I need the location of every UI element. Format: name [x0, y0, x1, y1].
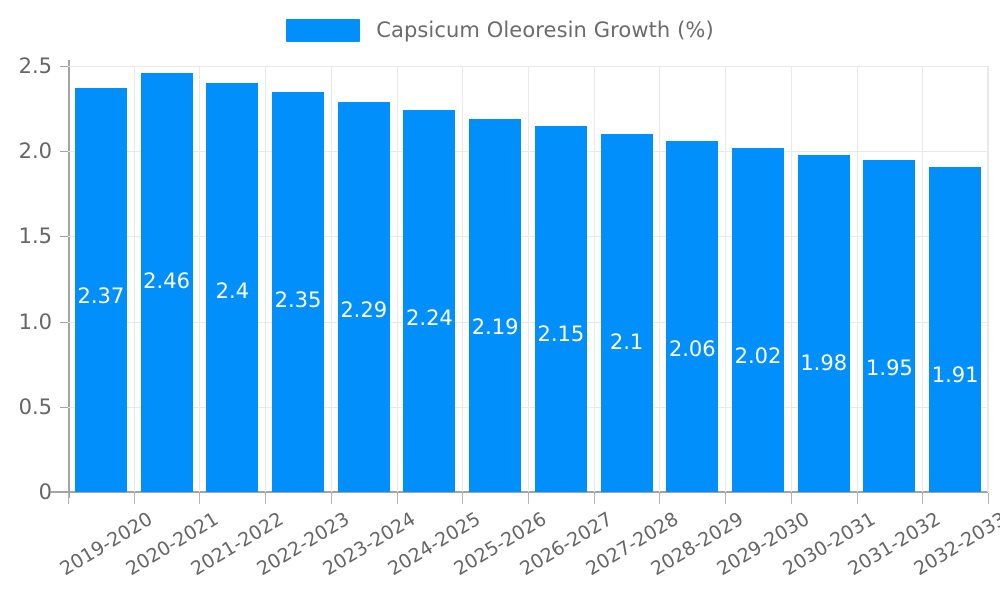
- bar-value-label: 2.29: [340, 297, 388, 322]
- bar[interactable]: [732, 147, 784, 492]
- bar[interactable]: [863, 159, 916, 492]
- x-axis-tick: [988, 493, 989, 504]
- bar-value-label: 2.15: [537, 321, 585, 346]
- y-axis-tick: [60, 406, 68, 408]
- bar-value-label: 2.02: [734, 343, 782, 368]
- bar-value-label: 2.37: [77, 284, 125, 309]
- y-axis-tick-label: 2.5: [18, 54, 52, 78]
- chart-legend: Capsicum Oleoresin Growth (%): [0, 10, 1000, 50]
- x-axis-tick: [791, 493, 792, 504]
- bar-value-label: 2.35: [274, 287, 322, 312]
- x-axis-tick: [68, 493, 69, 504]
- gridline-vertical: [594, 66, 595, 492]
- legend-color-swatch: [286, 18, 361, 42]
- x-axis-tick: [199, 493, 200, 504]
- bar-value-label: 2.06: [668, 336, 716, 361]
- y-axis-tick-label: 1.0: [18, 309, 52, 334]
- gridline-vertical: [725, 66, 726, 492]
- bar[interactable]: [403, 110, 456, 492]
- gridline-vertical: [199, 66, 200, 492]
- gridline-vertical: [265, 66, 266, 492]
- x-axis-tick: [462, 493, 463, 504]
- bar[interactable]: [337, 101, 390, 492]
- plot-right-border: [987, 66, 988, 492]
- x-axis-tick: [594, 493, 595, 504]
- x-axis-tick: [857, 493, 858, 504]
- x-axis-tick: [397, 493, 398, 504]
- x-axis-tick: [265, 493, 266, 504]
- bar[interactable]: [797, 154, 850, 492]
- bar[interactable]: [206, 83, 259, 492]
- gridline-vertical: [528, 66, 529, 492]
- y-axis-tick: [60, 66, 68, 67]
- bar-value-label: 2.46: [143, 268, 190, 293]
- legend-item-capsicum-oleoresin-growth[interactable]: Capsicum Oleoresin Growth (%): [286, 18, 714, 42]
- gridline-vertical: [922, 66, 923, 492]
- bar[interactable]: [600, 134, 653, 492]
- y-axis-tick-label: 0.5: [18, 394, 52, 419]
- y-axis-tick: [60, 151, 68, 153]
- y-axis-tick-label: 0: [38, 480, 52, 504]
- bar-value-label: 1.98: [800, 350, 848, 375]
- gridline-vertical: [134, 66, 135, 492]
- bar[interactable]: [534, 125, 587, 492]
- legend-label: Capsicum Oleoresin Growth (%): [376, 18, 714, 42]
- bar-value-label: 2.19: [471, 314, 519, 339]
- y-axis-tick: [60, 236, 68, 238]
- gridline-vertical: [462, 66, 463, 492]
- gridline-vertical: [988, 66, 989, 492]
- gridline-vertical: [397, 66, 398, 492]
- bar-value-label: 2.4: [215, 279, 249, 304]
- bar-value-label: 1.91: [931, 362, 979, 387]
- bar-value-label: 2.1: [609, 330, 644, 355]
- x-axis-tick: [725, 493, 726, 504]
- x-axis-tick: [134, 493, 135, 504]
- y-axis-tick-label: 1.5: [18, 224, 52, 249]
- y-axis-tick-label: 2.0: [18, 139, 52, 164]
- y-axis-line: [68, 60, 70, 498]
- y-axis-tick: [60, 321, 68, 323]
- gridline-vertical: [857, 66, 858, 492]
- x-axis-line: [50, 491, 988, 493]
- bar[interactable]: [74, 88, 127, 492]
- bar[interactable]: [666, 140, 719, 492]
- bar-value-label: 2.24: [406, 306, 453, 331]
- x-axis-tick: [922, 493, 923, 504]
- gridline-vertical: [331, 66, 332, 492]
- plot-area: 2.37 2.46 2.4 2.35 2.29 2.24 2.19 2.15 2.1 2.06 2.…: [68, 66, 989, 492]
- bar[interactable]: [469, 118, 522, 492]
- bar[interactable]: [140, 72, 193, 492]
- x-axis-tick: [331, 493, 332, 504]
- x-axis-tick: [659, 493, 660, 504]
- x-axis-tick: [528, 493, 529, 504]
- gridline-vertical: [659, 66, 660, 492]
- bar[interactable]: [272, 91, 324, 492]
- bar[interactable]: [929, 166, 982, 492]
- bar-value-label: 1.95: [866, 355, 913, 380]
- gridline-vertical: [791, 66, 792, 492]
